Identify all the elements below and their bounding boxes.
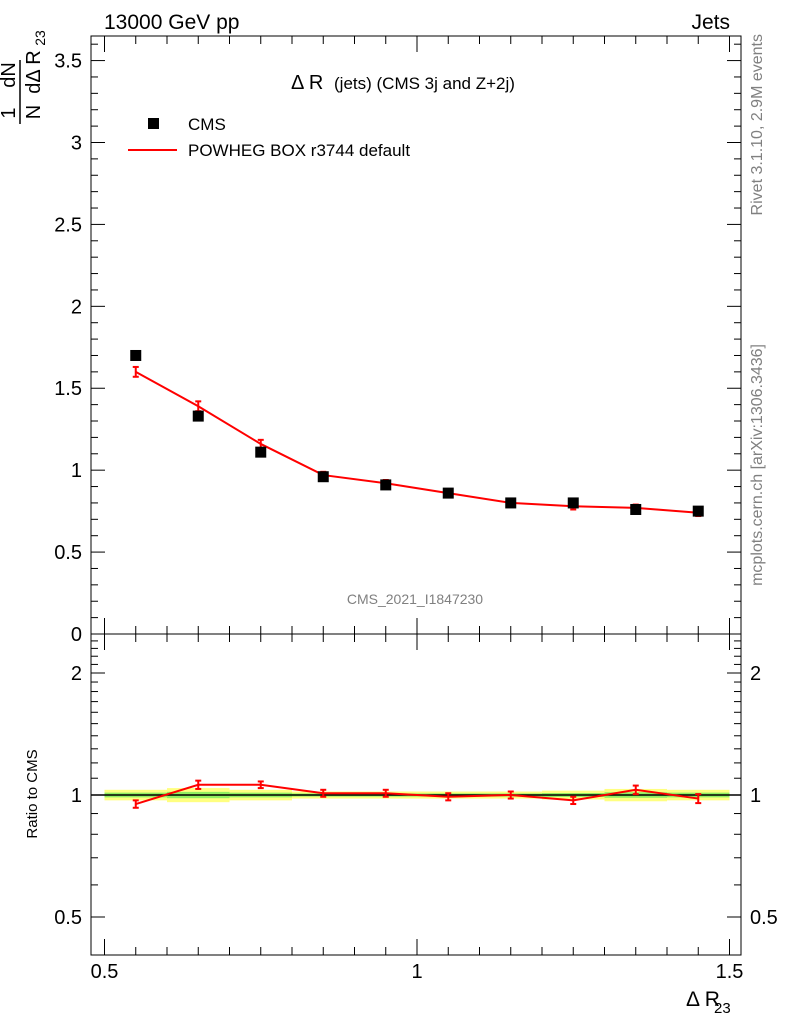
mc-prediction-line — [135, 370, 699, 514]
cms-data-point — [255, 446, 267, 458]
plot-title-main: Δ R — [291, 72, 323, 94]
main-y-tick-label: 1 — [71, 460, 82, 482]
rivet-version-label: Rivet 3.1.10, 2.9M events — [749, 34, 766, 215]
cms-data-point — [380, 479, 392, 491]
ratio-axis-ticks — [91, 634, 741, 955]
y-label-subscript: 23 — [32, 30, 48, 46]
x-axis-label-subscript: 23 — [714, 1000, 731, 1017]
ratio-panel: 0.5 0.5 1 1 2 2 Ratio to CMS 0.5 1 1.5 Δ R 23 — [24, 633, 778, 1017]
ratio-frame — [90, 633, 742, 956]
y-label-dn: dN — [0, 62, 20, 88]
plot-title-sub: (jets) (CMS 3j and Z+2j) — [334, 74, 515, 93]
ratio-y-tick-label-left: 1 — [71, 785, 82, 807]
y-label-n: N — [23, 105, 45, 119]
analysis-watermark: CMS_2021_I1847230 — [347, 591, 483, 607]
cms-data-point — [192, 410, 204, 422]
ratio-y-tick-labels: 0.5 0.5 1 1 2 2 — [54, 663, 778, 929]
cms-data-point — [317, 471, 329, 483]
cms-data-point — [567, 497, 579, 509]
cms-data-point — [130, 349, 142, 361]
y-label-ddr: dΔ R — [23, 50, 45, 93]
legend-cms-label: CMS — [188, 115, 226, 134]
ratio-y-tick-label-right: 0.5 — [750, 907, 778, 929]
main-y-tick-label: 2 — [71, 296, 82, 318]
y-label-one: 1 — [0, 107, 20, 118]
energy-label: 13000 GeV pp — [104, 11, 239, 34]
source-label: mcplots.cern.ch [arXiv:1306.3436] — [749, 344, 766, 586]
ratio-data-marks — [132, 779, 702, 809]
main-data-marks — [130, 349, 704, 518]
ratio-y-tick-label-right: 2 — [750, 663, 761, 685]
main-y-tick-label: 1.5 — [54, 378, 82, 400]
legend-mc-label: POWHEG BOX r3744 default — [188, 141, 410, 160]
cms-data-point — [692, 505, 704, 517]
ratio-y-tick-label-right: 1 — [750, 785, 761, 807]
main-panel: 0 0.5 1 1.5 2 2.5 3 3.5 Δ R (jets) (CMS 3j and … — [0, 30, 742, 646]
x-tick-label: 1.5 — [716, 961, 744, 983]
main-y-axis-label: 1 N dN dΔ R 23 — [0, 30, 48, 124]
main-y-tick-label: 0 — [71, 624, 82, 646]
category-label: Jets — [691, 11, 730, 34]
main-y-tick-label: 2.5 — [54, 214, 82, 236]
ratio-y-tick-label-left: 2 — [71, 663, 82, 685]
x-tick-label: 0.5 — [91, 961, 119, 983]
x-axis-label: Δ R — [686, 988, 720, 1011]
main-axis-ticks — [91, 36, 741, 635]
cms-data-point — [630, 503, 642, 515]
ratio-y-label: Ratio to CMS — [24, 749, 41, 838]
ratio-y-tick-label-left: 0.5 — [54, 907, 82, 929]
x-tick-label: 1 — [411, 961, 422, 983]
x-tick-labels: 0.5 1 1.5 — [91, 961, 744, 983]
main-y-tick-label: 3.5 — [54, 51, 82, 73]
ratio-mc-line — [135, 783, 699, 805]
main-y-tick-label: 3 — [71, 132, 82, 154]
cms-data-point — [505, 497, 517, 509]
legend-cms-marker — [148, 118, 159, 129]
main-y-tick-label: 0.5 — [54, 542, 82, 564]
cms-data-point — [442, 487, 454, 499]
main-y-tick-labels: 0 0.5 1 1.5 2 2.5 3 3.5 — [54, 51, 82, 646]
